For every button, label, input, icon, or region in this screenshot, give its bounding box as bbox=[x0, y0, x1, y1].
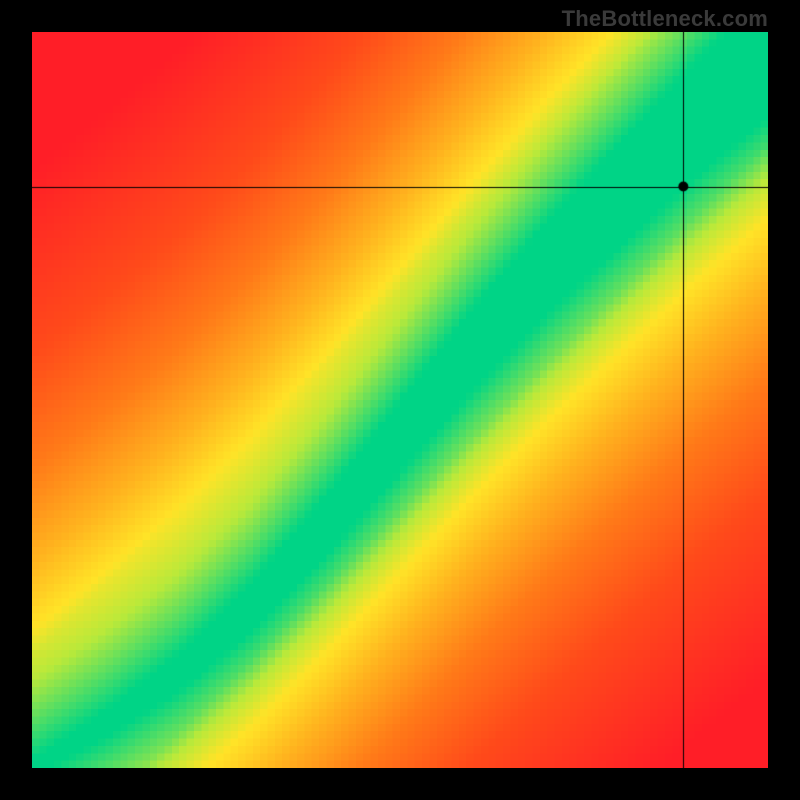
crosshair-overlay bbox=[32, 32, 768, 768]
watermark-text: TheBottleneck.com bbox=[562, 6, 768, 32]
chart-container: TheBottleneck.com bbox=[0, 0, 800, 800]
